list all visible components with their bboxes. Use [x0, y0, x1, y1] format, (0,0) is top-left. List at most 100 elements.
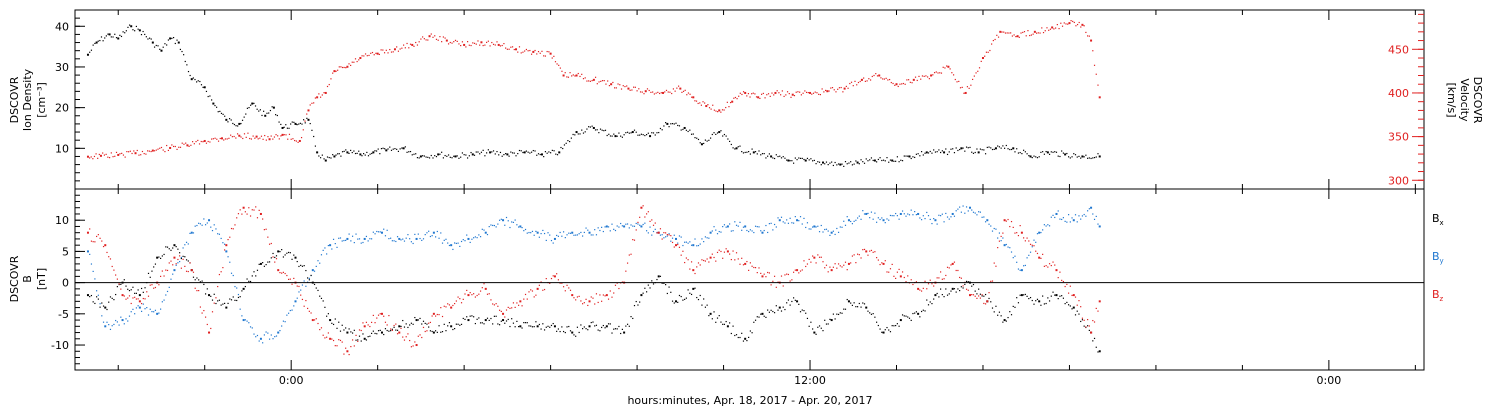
ion-density-point — [346, 151, 349, 154]
velocity-point — [686, 94, 688, 96]
field-bx-point — [201, 280, 203, 282]
ion-density-point — [99, 39, 101, 42]
field-by-point — [102, 321, 105, 323]
field-bz-point — [674, 244, 677, 247]
velocity-point — [494, 44, 496, 46]
field-by-point — [611, 223, 613, 225]
field-bx-point — [1035, 300, 1037, 302]
field-bz-point — [841, 266, 843, 268]
ion-density-point — [748, 150, 750, 153]
ion-density-point — [675, 122, 677, 124]
field-by-point — [659, 234, 662, 236]
velocity-point — [235, 137, 237, 139]
field-bz-point — [689, 268, 691, 270]
ion-density-point — [1048, 153, 1051, 155]
field-by-point — [1035, 241, 1037, 243]
field-bx-point — [879, 328, 881, 330]
ion-density-point — [422, 155, 424, 157]
field-bz-point — [959, 276, 961, 279]
velocity-point — [304, 120, 306, 122]
field-bx-point — [428, 326, 430, 328]
field-bz-point — [1031, 244, 1033, 246]
field-bx-point — [523, 322, 525, 324]
field-bz-point — [946, 266, 949, 268]
field-bx-point — [1031, 299, 1033, 302]
ion-density-point — [137, 28, 139, 30]
field-bz-point — [115, 274, 117, 276]
ion-density-point — [316, 151, 319, 154]
field-by-point — [720, 231, 722, 233]
velocity-point — [811, 93, 813, 95]
velocity-point — [689, 93, 691, 95]
ion-density-point — [517, 153, 519, 155]
field-bx-point — [630, 316, 632, 318]
velocity-point — [840, 86, 842, 89]
field-by-point — [767, 231, 769, 234]
ion-density-point — [128, 24, 131, 26]
velocity-point — [141, 150, 144, 153]
field-bx-point — [768, 311, 770, 313]
field-bx-point — [908, 317, 911, 319]
velocity-point — [562, 74, 565, 77]
field-bz-point — [265, 228, 267, 230]
ion-density-point — [363, 153, 365, 155]
ion-density-point — [340, 155, 342, 157]
field-bz-point — [997, 247, 999, 249]
field-by-point — [232, 274, 234, 277]
velocity-point — [773, 94, 775, 96]
field-bz-point — [320, 327, 323, 329]
field-bx-point — [1017, 302, 1020, 304]
field-by-point — [1078, 215, 1080, 217]
velocity-point — [270, 135, 272, 137]
field-bz-point — [428, 322, 430, 324]
field-by-point — [189, 232, 191, 234]
field-bz-point — [716, 251, 719, 254]
velocity-point — [324, 91, 327, 94]
field-by-point — [500, 218, 502, 220]
velocity-point — [242, 137, 244, 140]
ion-density-point — [543, 156, 545, 158]
field-bz-point — [161, 270, 163, 272]
field-by-point — [663, 237, 665, 239]
ion-density-point — [943, 151, 946, 154]
field-bz-point — [255, 206, 257, 208]
velocity-point — [335, 70, 337, 72]
ion-density-point — [529, 152, 531, 154]
velocity-point — [473, 42, 476, 44]
field-bz-point — [125, 298, 127, 300]
field-bz-point — [138, 300, 141, 303]
field-by-point — [281, 325, 283, 327]
field-bz-point — [307, 307, 309, 310]
ion-density-point — [281, 126, 284, 129]
ion-density-point — [269, 109, 272, 112]
field-bz-point — [1050, 264, 1052, 267]
velocity-point — [658, 92, 661, 95]
field-bx-point — [488, 319, 490, 322]
ion-density-point — [496, 150, 498, 153]
velocity-point — [361, 55, 363, 57]
field-bx-point — [1045, 302, 1047, 305]
field-by-point — [620, 222, 622, 225]
field-bz-point — [1003, 219, 1006, 222]
velocity-point — [860, 78, 863, 81]
velocity-point — [927, 76, 929, 78]
field-by-point — [862, 210, 864, 212]
field-by-point — [547, 232, 549, 234]
ion-density-point — [569, 140, 571, 143]
field-bx-point — [926, 299, 928, 301]
ion-density-point — [598, 132, 600, 134]
field-bx-point — [345, 327, 347, 329]
field-by-point — [160, 308, 162, 310]
velocity-point — [973, 75, 975, 77]
velocity-point — [445, 39, 448, 42]
field-by-point — [575, 234, 577, 236]
field-bz-point — [495, 303, 497, 305]
field-bz-point — [386, 324, 388, 326]
ion-density-point — [841, 163, 843, 165]
ion-density-point — [997, 145, 999, 147]
field-by-point — [588, 231, 591, 234]
field-bx-point — [132, 286, 134, 288]
field-bx-point — [668, 286, 670, 288]
field-bz-point — [1055, 269, 1058, 272]
field-bx-point — [483, 323, 485, 325]
